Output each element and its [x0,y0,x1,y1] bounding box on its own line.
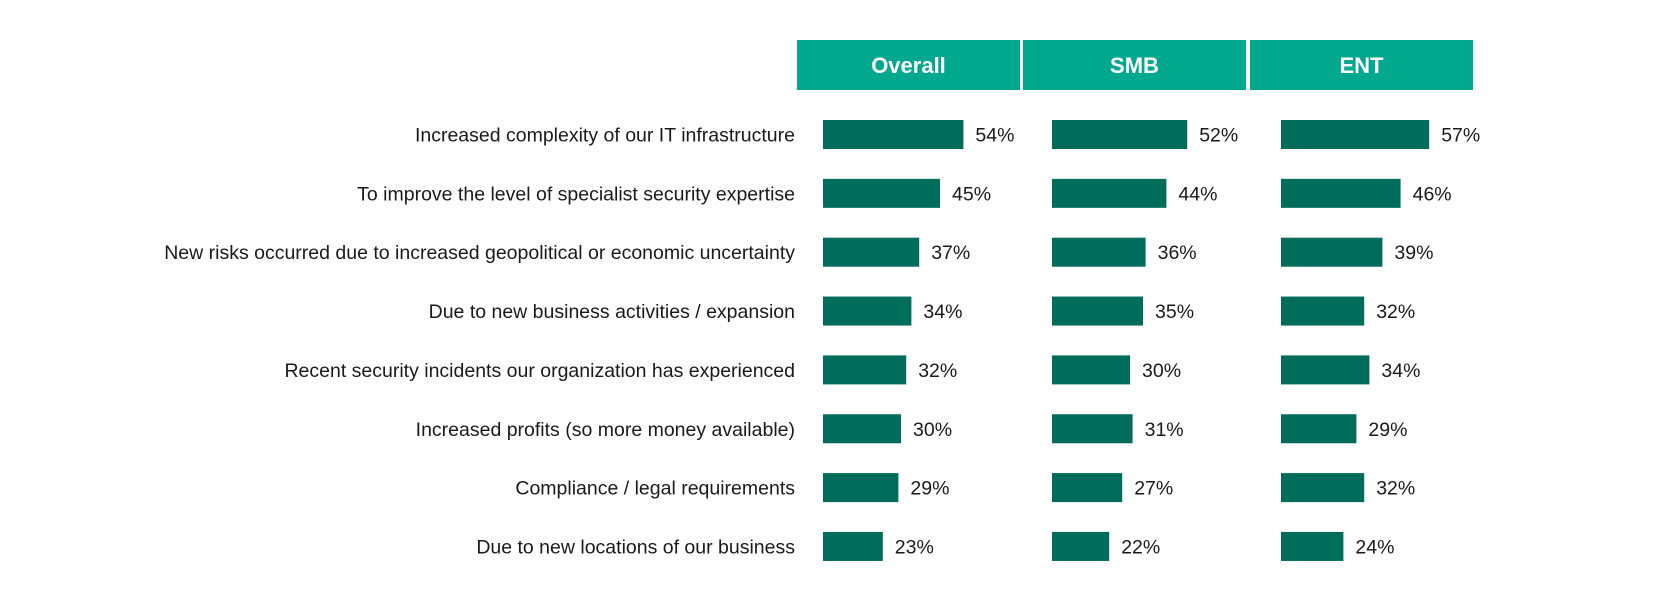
series-header-label: ENT [1340,53,1385,78]
bar [823,531,883,561]
bar-value-label: 34% [1381,360,1420,382]
bar [1281,531,1344,561]
category-label: Due to new business activities / expansi… [429,301,795,323]
bar [823,355,907,385]
bar [1052,120,1188,149]
category-label: Increased complexity of our IT infrastru… [415,125,795,147]
bar-series-ent: 57% 46% 39% 32% 34% 29% 32% 24% [1281,120,1480,561]
bar-value-label: 32% [1376,301,1415,323]
series-header-overall: Overall [797,40,1020,90]
bar-value-label: 46% [1413,183,1452,205]
bar-value-label: 24% [1355,536,1394,558]
bar [1052,531,1110,561]
bar-value-label: 29% [1368,419,1407,441]
bar-value-label: 44% [1178,183,1217,205]
bar [823,237,920,267]
bar-value-label: 57% [1441,125,1480,147]
bar-value-label: 36% [1158,242,1197,264]
series-header-label: SMB [1110,53,1159,78]
category-label: To improve the level of specialist secur… [357,183,795,205]
series-header-smb: SMB [1023,40,1246,90]
bar [1281,296,1365,326]
bar [1281,414,1357,444]
category-label: Recent security incidents our organizati… [284,360,795,382]
bar [1281,120,1430,149]
bar-value-label: 30% [913,419,952,441]
bar-value-label: 45% [952,183,991,205]
bar-series-smb: 52% 44% 36% 35% 30% 31% 27% 22% [1052,120,1238,561]
series-header-bg [797,40,1020,90]
bar [1052,237,1146,267]
bar-value-label: 27% [1134,478,1173,500]
bar-value-label: 30% [1142,360,1181,382]
bar-value-label: 22% [1121,536,1160,558]
bar [1281,473,1365,503]
category-label: New risks occurred due to increased geop… [164,242,795,264]
bar [823,473,899,503]
bar [823,120,964,149]
bar [1052,178,1167,208]
bar [1281,237,1383,267]
bar [823,414,901,444]
bar-value-label: 35% [1155,301,1194,323]
bar-value-label: 32% [1376,478,1415,500]
bar [1052,296,1143,326]
category-label: Compliance / legal requirements [515,478,795,500]
series-header-ent: ENT [1250,40,1473,90]
bar-value-label: 23% [895,536,934,558]
series-headers: Overall SMB ENT [797,40,1473,90]
category-label: Due to new locations of our business [476,536,795,558]
bar [1052,473,1123,503]
bar [1052,414,1133,444]
bar-value-label: 39% [1394,242,1433,264]
series-header-label: Overall [871,53,946,78]
series-header-bg [1023,40,1246,90]
bar-series-overall: 54% 45% 37% 34% 32% 30% 29% 23% [823,120,1014,561]
category-label: Increased profits (so more money availab… [416,419,795,441]
bar-value-label: 52% [1199,125,1238,147]
bar [1052,355,1130,385]
bar-value-label: 34% [923,301,962,323]
bar [823,178,940,208]
bar [1281,178,1401,208]
bar [823,296,912,326]
bar-panels: 54% 45% 37% 34% 32% 30% 29% 23% 52% 44% 36% 35% 30% 3… [823,120,1480,561]
bar-value-label: 54% [975,125,1014,147]
bar-value-label: 37% [931,242,970,264]
bar [1281,355,1370,385]
bar-value-label: 31% [1145,419,1184,441]
category-labels: Increased complexity of our IT infrastru… [164,125,795,559]
series-header-bg [1250,40,1473,90]
bar-value-label: 29% [910,478,949,500]
bar-value-label: 32% [918,360,957,382]
